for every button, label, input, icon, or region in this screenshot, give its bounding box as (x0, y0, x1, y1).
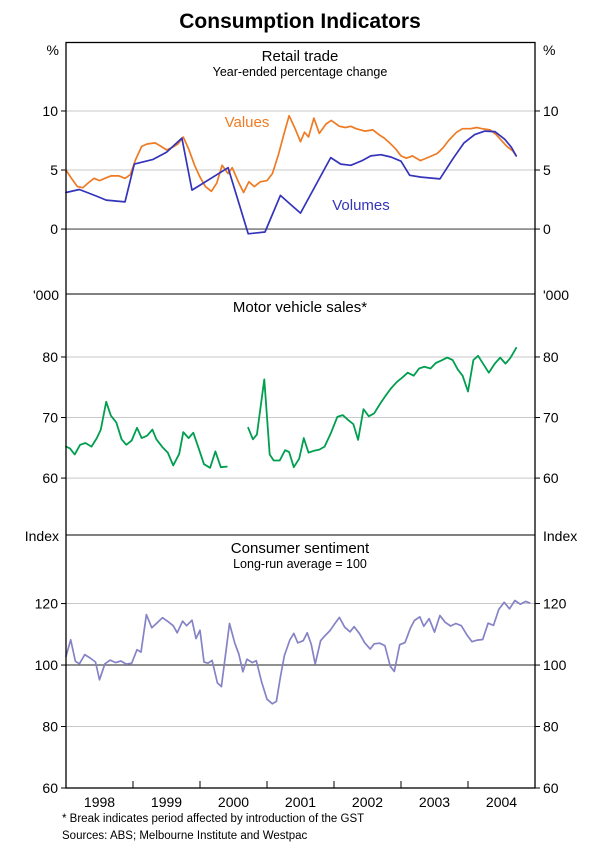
panel3-subtitle: Long-run average = 100 (233, 557, 367, 571)
y-tick-label-right: 120 (543, 596, 567, 612)
x-year-label: 2002 (352, 794, 383, 810)
plot-layer: 0 0 5 5 10 10 60 60 70 70 80 80 60 60 80 80 100 100 120 120… (35, 41, 567, 810)
x-year-label: 2000 (218, 794, 249, 810)
panel2-unit-left: '000 (33, 287, 59, 303)
panel3-unit-left: Index (25, 528, 59, 544)
y-tick-label-right: 60 (543, 780, 559, 796)
series-line-volumes (65, 130, 518, 235)
y-tick-label-left: 60 (42, 470, 58, 486)
footnote-sources: Sources: ABS; Melbourne Institute and We… (62, 830, 308, 842)
panel1-unit-right: % (543, 42, 555, 58)
y-tick-label-left: 100 (35, 657, 59, 673)
y-tick-label-left: 80 (42, 719, 58, 735)
volumes-series-label: Volumes (332, 197, 390, 214)
panel2-title: Motor vehicle sales* (233, 299, 367, 316)
y-tick-label-left: 5 (50, 162, 58, 178)
series-line-motor-vehicle-sales (65, 400, 228, 469)
y-tick-label-left: 70 (42, 410, 58, 426)
x-year-label: 1998 (84, 794, 115, 810)
chart-frame (65, 41, 536, 789)
series-line-values (65, 114, 518, 194)
chart-title: Consumption Indicators (179, 10, 421, 33)
x-year-label: 2001 (285, 794, 316, 810)
y-tick-label-right: 80 (543, 719, 559, 735)
y-tick-label-right: 5 (543, 162, 551, 178)
y-tick-label-left: 0 (50, 221, 58, 237)
y-tick-label-right: 0 (543, 221, 551, 237)
x-year-label: 1999 (151, 794, 182, 810)
y-tick-label-right: 10 (543, 103, 559, 119)
x-year-label: 2004 (486, 794, 517, 810)
values-series-label: Values (225, 114, 270, 131)
series-line-consumer-sentiment (65, 599, 531, 705)
panel1-title: Retail trade (262, 48, 339, 65)
x-year-label: 2003 (419, 794, 450, 810)
y-tick-label-right: 70 (543, 410, 559, 426)
y-tick-label-right: 60 (543, 470, 559, 486)
y-tick-label-right: 80 (543, 349, 559, 365)
footnote-gst-break: * Break indicates period affected by int… (62, 813, 364, 825)
panel3-title: Consumer sentiment (231, 540, 370, 557)
panel1-unit-left: % (47, 42, 59, 58)
panel1-subtitle: Year-ended percentage change (213, 65, 388, 79)
series-line-motor-vehicle-sales (247, 347, 518, 469)
panel3-unit-right: Index (543, 528, 577, 544)
y-tick-label-left: 60 (42, 780, 58, 796)
y-tick-label-left: 120 (35, 596, 59, 612)
y-tick-label-left: 80 (42, 349, 58, 365)
panel2-unit-right: '000 (543, 287, 569, 303)
y-tick-label-right: 100 (543, 657, 567, 673)
y-tick-label-left: 10 (42, 103, 58, 119)
